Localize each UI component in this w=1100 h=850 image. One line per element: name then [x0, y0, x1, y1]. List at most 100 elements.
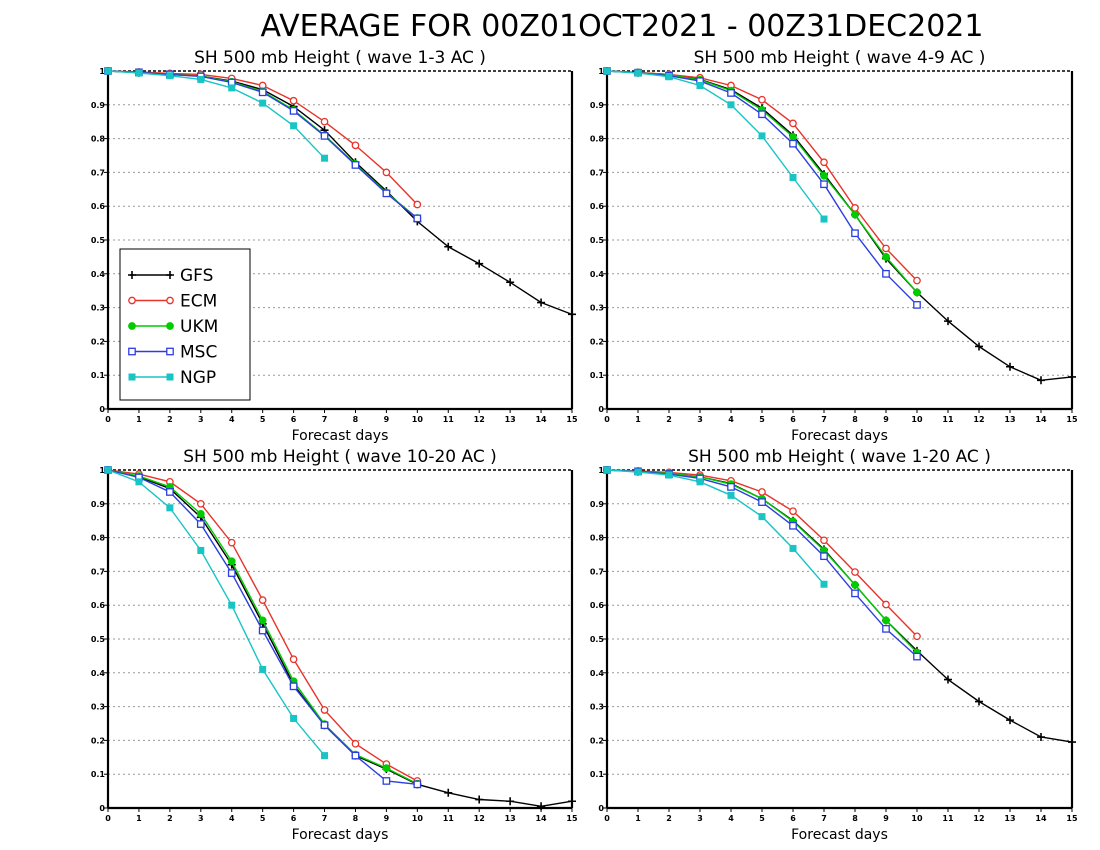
y-tick-label: 0.4 [590, 669, 605, 678]
data-point-ukm [851, 581, 859, 589]
y-tick-label: 0.3 [590, 703, 604, 712]
chart-panel-1: SH 500 mb Height ( wave 1-3 AC ) 0 0.1 0.2 0… [91, 48, 578, 444]
data-point-msc [727, 89, 735, 97]
data-point-msc [913, 652, 921, 661]
data-point-ecm [820, 536, 828, 545]
data-point-ukm [851, 210, 859, 219]
data-point-msc [882, 269, 890, 278]
data-point-gfs [1006, 362, 1014, 371]
x-tick-label: 13 [505, 814, 516, 823]
data-point-ngp [290, 122, 298, 130]
y-tick-label: 0 [99, 804, 105, 813]
y-tick-label: 0.3 [91, 703, 105, 712]
data-point-msc [913, 301, 921, 309]
x-tick-label: 5 [260, 415, 266, 424]
y-tick-label: 0.9 [91, 101, 106, 110]
data-point-ecm [320, 706, 329, 714]
panel-title: SH 500 mb Height ( wave 4-9 AC ) [694, 48, 986, 68]
y-tick-label: 0 [99, 405, 105, 414]
data-point-ngp [104, 67, 112, 75]
legend-marker [166, 271, 174, 279]
data-point-msc [758, 498, 766, 506]
x-tick-label: 3 [697, 814, 703, 823]
x-tick-label: 2 [167, 814, 173, 823]
legend-marker [128, 347, 136, 356]
y-tick-label: 0.7 [590, 567, 604, 576]
legend-label: MSC [180, 343, 217, 363]
y-tick-label: 0.8 [91, 135, 106, 144]
y-tick-label: 0.6 [91, 601, 106, 610]
y-tick-label: 0.1 [590, 371, 605, 380]
data-point-msc [820, 180, 828, 189]
y-tick-label: 0.8 [590, 135, 605, 144]
legend-entry-ecm: ECM [128, 292, 217, 312]
data-point-msc [851, 589, 859, 598]
data-point-gfs [944, 317, 952, 326]
series-msc [104, 67, 422, 223]
x-tick-label: 8 [852, 814, 858, 823]
data-point-ngp [603, 67, 611, 75]
data-point-msc [413, 214, 422, 223]
data-point-gfs [1068, 738, 1076, 747]
y-tick-label: 0 [598, 804, 604, 813]
data-point-msc [351, 751, 360, 760]
data-point-msc [758, 110, 766, 119]
data-point-ecm [851, 204, 859, 212]
y-tick-label: 0 [598, 405, 604, 414]
x-tick-label: 0 [604, 415, 610, 424]
x-axis-label: Forecast days [791, 428, 888, 444]
x-tick-label: 13 [1004, 814, 1015, 823]
y-tick-label: 0.1 [91, 371, 106, 380]
x-tick-label: 12 [474, 814, 485, 823]
data-point-msc [382, 777, 391, 785]
data-point-msc [851, 229, 859, 238]
data-point-ngp [634, 468, 642, 476]
data-point-ecm [320, 117, 329, 126]
series-line-gfs [606, 469, 1073, 743]
data-point-ngp [634, 69, 642, 77]
x-tick-label: 10 [412, 814, 424, 823]
series-line-gfs [107, 469, 573, 808]
series-line-ngp [107, 469, 326, 757]
series-ngp [104, 67, 329, 162]
series-gfs [603, 67, 1076, 385]
data-point-ngp [228, 601, 236, 609]
data-point-ngp [197, 75, 205, 83]
data-point-gfs [1037, 733, 1045, 742]
series-line-ngp [606, 70, 825, 220]
x-tick-label: 1 [635, 814, 641, 823]
x-tick-label: 15 [566, 415, 578, 424]
data-point-msc [382, 189, 391, 198]
x-tick-label: 3 [198, 814, 204, 823]
data-point-ngp [820, 580, 828, 588]
y-tick-label: 0.7 [590, 168, 604, 177]
series-ngp [104, 466, 329, 760]
x-tick-label: 1 [635, 415, 641, 424]
y-tick-label: 0.5 [590, 635, 605, 644]
series-ecm [603, 67, 921, 285]
y-tick-label: 0.5 [91, 635, 106, 644]
series-ukm [603, 466, 921, 657]
x-tick-label: 3 [198, 415, 204, 424]
data-point-ukm [789, 133, 797, 141]
data-point-ecm [289, 655, 298, 664]
x-tick-label: 11 [443, 415, 455, 424]
x-tick-label: 3 [697, 415, 703, 424]
data-point-ngp [104, 466, 112, 474]
y-tick-label: 0.5 [590, 236, 605, 245]
figure-title: AVERAGE FOR 00Z01OCT2021 - 00Z31DEC2021 [261, 9, 984, 44]
data-point-ecm [851, 568, 859, 576]
x-tick-label: 11 [443, 814, 455, 823]
data-point-ngp [758, 132, 766, 140]
data-point-ngp [696, 478, 704, 486]
data-point-gfs [444, 788, 453, 797]
x-tick-label: 2 [666, 814, 672, 823]
x-tick-label: 14 [1035, 814, 1047, 823]
data-point-gfs [1037, 376, 1045, 385]
y-tick-label: 0.2 [91, 736, 105, 745]
y-tick-label: 0.4 [590, 270, 605, 279]
data-point-msc [227, 569, 236, 577]
x-tick-label: 12 [973, 814, 984, 823]
x-tick-label: 8 [353, 814, 359, 823]
x-tick-label: 14 [1035, 415, 1047, 424]
